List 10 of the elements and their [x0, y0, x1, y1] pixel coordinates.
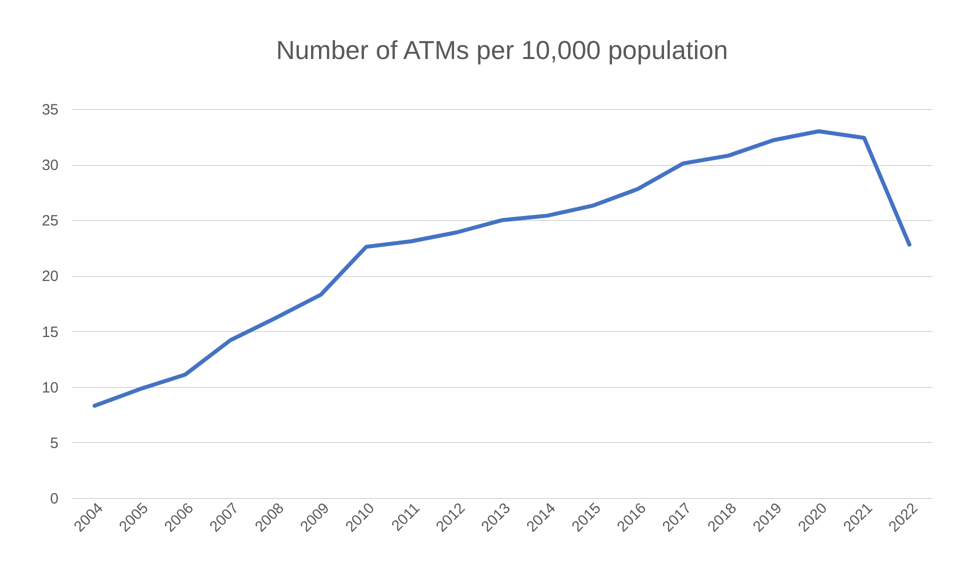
line-series [92, 129, 912, 408]
y-tick-label: 5 [50, 434, 58, 452]
y-tick-label: 25 [42, 212, 58, 230]
y-tick-label: 0 [50, 490, 58, 508]
y-tick-label: 10 [42, 379, 58, 396]
y-tick-label: 35 [42, 102, 58, 118]
chart-title: Number of ATMs per 10,000 population [276, 35, 728, 65]
y-tick-label: 20 [42, 268, 58, 286]
y-tick-label: 30 [42, 157, 58, 174]
y-tick-label: 15 [42, 324, 58, 341]
